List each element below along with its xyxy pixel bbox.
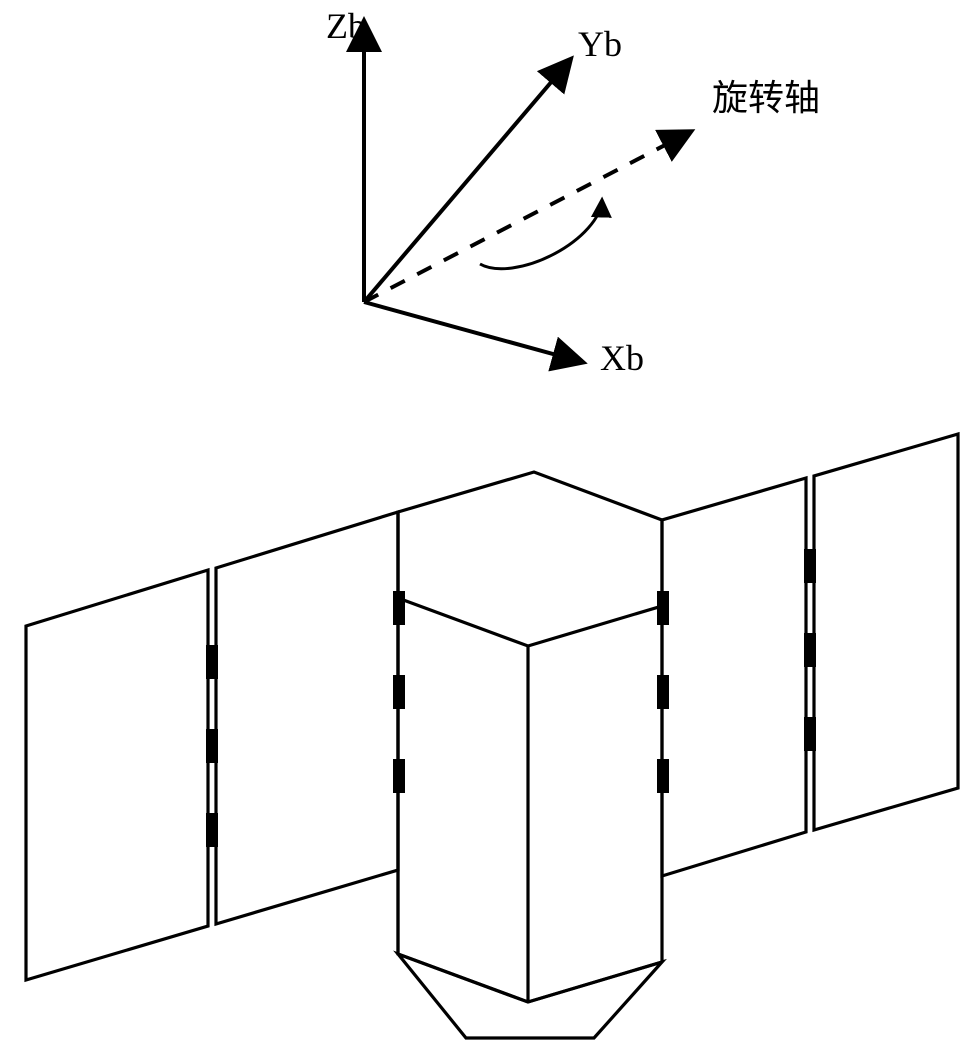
thruster-cone: [398, 954, 662, 1038]
x-axis: [364, 302, 582, 362]
panel-hinge: [206, 729, 218, 763]
y-axis: [364, 60, 570, 302]
satellite-diagram: [26, 434, 958, 1038]
solar-panel-left-1: [26, 570, 208, 980]
panel-hinge: [804, 717, 816, 751]
panel-hinge: [804, 549, 816, 583]
y-axis-label: Yb: [578, 24, 622, 64]
panel-hinge: [393, 759, 405, 793]
rotation-axis-label: 旋转轴: [712, 78, 820, 118]
panel-hinge: [206, 813, 218, 847]
rotation-arc: [480, 200, 602, 269]
panel-hinge: [393, 591, 405, 625]
panel-hinge: [206, 645, 218, 679]
panel-hinge: [657, 675, 669, 709]
panel-hinge: [804, 633, 816, 667]
hex-bottom-front: [398, 870, 662, 1002]
x-axis-label: Xb: [600, 338, 644, 378]
coordinate-axes: Zb Yb Xb 旋转轴: [326, 6, 820, 378]
panel-hinge: [657, 591, 669, 625]
solar-panel-right-0: [662, 478, 806, 876]
hex-top-face: [398, 472, 662, 646]
solar-panel-right-1: [814, 434, 958, 830]
panel-hinge: [393, 675, 405, 709]
panel-hinge: [657, 759, 669, 793]
solar-panel-left-0: [216, 512, 398, 924]
rotation-axis: [364, 132, 690, 302]
z-axis-label: Zb: [326, 6, 366, 46]
